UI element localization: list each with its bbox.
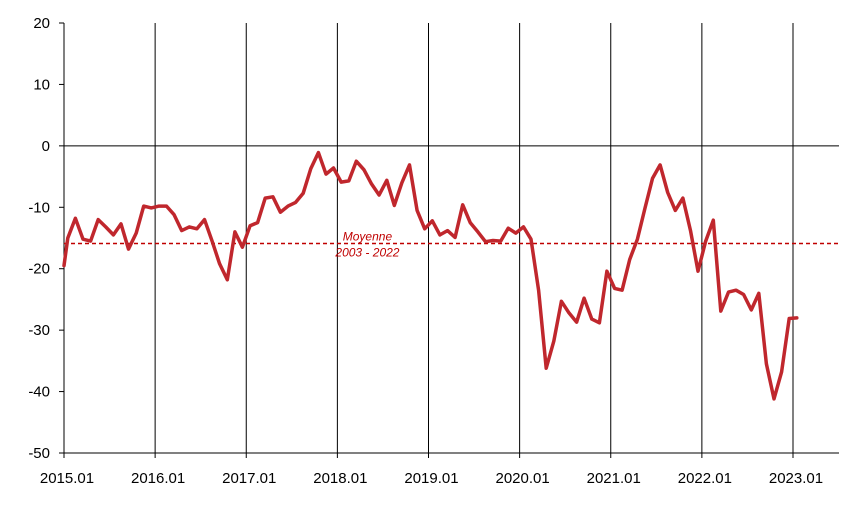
x-tick-label: 2019.01 [404, 470, 458, 487]
x-tick-label: 2015.01 [40, 470, 94, 487]
y-tick-label: -30 [28, 322, 50, 339]
y-axis-ticks: 20 10 0 -10 -20 -30 -40 -50 [28, 15, 64, 462]
x-tick-label: 2021.01 [587, 470, 641, 487]
series-line [62, 150, 799, 401]
y-tick-label: 20 [33, 15, 50, 32]
average-label-title: Moyenne [343, 230, 393, 244]
x-axis-ticks: 2015.01 2016.01 2017.01 2018.01 2019.01 2020.… [40, 453, 823, 487]
x-tick-label: 2016.01 [131, 470, 185, 487]
x-tick-label: 2022.01 [678, 470, 732, 487]
x-tick-label: 2018.01 [313, 470, 367, 487]
average-label-period: 2003 - 2022 [334, 246, 399, 260]
vertical-gridlines [154, 23, 794, 453]
y-tick-label: -20 [28, 261, 50, 278]
y-tick-label: -40 [28, 384, 50, 401]
x-tick-label: 2017.01 [222, 470, 276, 487]
x-tick-label: 2023.01 [769, 470, 823, 487]
x-tick-label: 2020.01 [496, 470, 550, 487]
series-points [63, 152, 797, 399]
y-tick-label: -50 [28, 445, 50, 462]
y-tick-label: 0 [42, 138, 50, 155]
y-tick-label: -10 [28, 199, 50, 216]
y-tick-label: 10 [33, 76, 50, 93]
